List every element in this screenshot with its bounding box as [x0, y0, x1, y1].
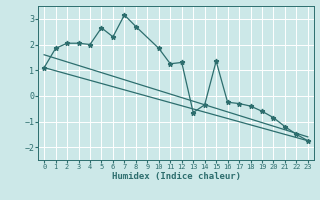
X-axis label: Humidex (Indice chaleur): Humidex (Indice chaleur): [111, 172, 241, 181]
